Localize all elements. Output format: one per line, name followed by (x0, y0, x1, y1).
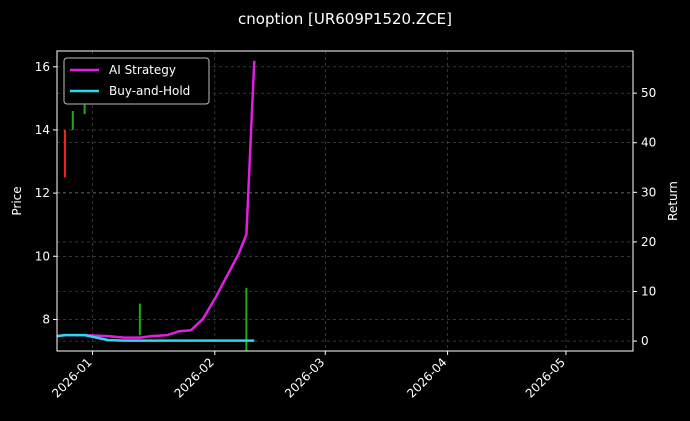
y-right-tick-label: 10 (641, 284, 656, 298)
legend-label-strategy: AI Strategy (109, 63, 176, 77)
series-lines (56, 60, 256, 342)
y-axis-right: 0 10 20 30 40 50 (633, 86, 656, 348)
candles (63, 104, 248, 351)
y-right-tick-label: 0 (641, 334, 649, 348)
y-left-tick-label: 12 (35, 186, 50, 200)
y-left-tick-label: 16 (35, 60, 50, 74)
y-axis-left-title: Price (10, 186, 24, 215)
series-line-buy-hold (56, 333, 255, 342)
legend-label-buy-hold: Buy-and-Hold (109, 84, 190, 98)
y-axis-right-title: Return (666, 181, 680, 221)
y-right-tick-label: 50 (641, 86, 656, 100)
y-left-tick-label: 10 (35, 249, 50, 263)
chart-title: cnoption [UR609P1520.ZCE] (238, 10, 452, 28)
plot-frame (56, 50, 634, 352)
y-axis-left: 8 10 12 14 16 (35, 60, 57, 326)
y-right-tick-label: 40 (641, 136, 656, 150)
y-left-tick-label: 8 (42, 312, 50, 326)
y-left-tick-label: 14 (35, 123, 50, 137)
y-right-tick-label: 20 (641, 235, 656, 249)
y-right-tick-label: 30 (641, 185, 656, 199)
series-line-strategy (56, 60, 256, 339)
legend: AI Strategy Buy-and-Hold (63, 57, 210, 105)
legend-box (63, 57, 210, 105)
